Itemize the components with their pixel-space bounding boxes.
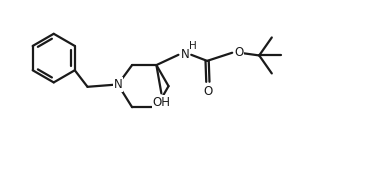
Text: N: N (181, 48, 189, 61)
Text: H: H (189, 41, 197, 51)
Text: O: O (203, 84, 213, 98)
Text: N: N (114, 78, 122, 91)
Text: OH: OH (152, 96, 170, 109)
Text: O: O (234, 46, 243, 59)
